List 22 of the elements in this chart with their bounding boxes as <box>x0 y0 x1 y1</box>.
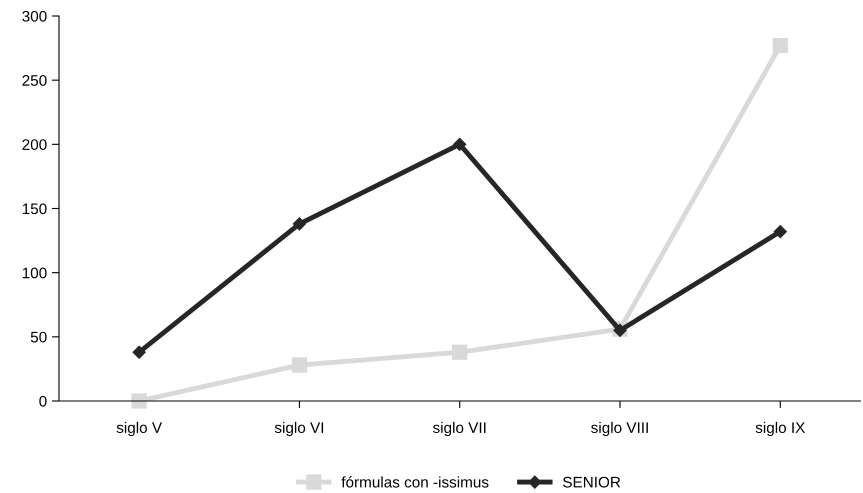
y-tick-label: 100 <box>22 268 47 278</box>
y-tick-label: 150 <box>22 203 47 214</box>
y-tick-label: 300 <box>22 10 47 22</box>
y-tick-label: 50 <box>30 332 47 343</box>
x-tick-label: siglo VI <box>274 422 324 436</box>
point <box>452 344 468 360</box>
x-tick-label: siglo V <box>116 422 162 436</box>
legend-label: SENIOR <box>563 476 620 488</box>
y-tick-label: 200 <box>22 139 47 150</box>
point <box>453 138 466 151</box>
point <box>132 346 146 359</box>
y-tick-label: 250 <box>22 75 47 86</box>
y-tick-label: 0 <box>39 396 47 407</box>
x-tick-label: siglo IX <box>756 422 805 436</box>
point <box>774 225 787 238</box>
point <box>132 393 147 409</box>
legend-label: fórmulas con -issimus <box>342 476 488 488</box>
x-tick-label: siglo VIII <box>591 422 648 436</box>
x-tick-label: siglo VII <box>432 422 486 436</box>
point <box>292 217 306 230</box>
point <box>772 38 788 54</box>
point <box>292 357 308 373</box>
